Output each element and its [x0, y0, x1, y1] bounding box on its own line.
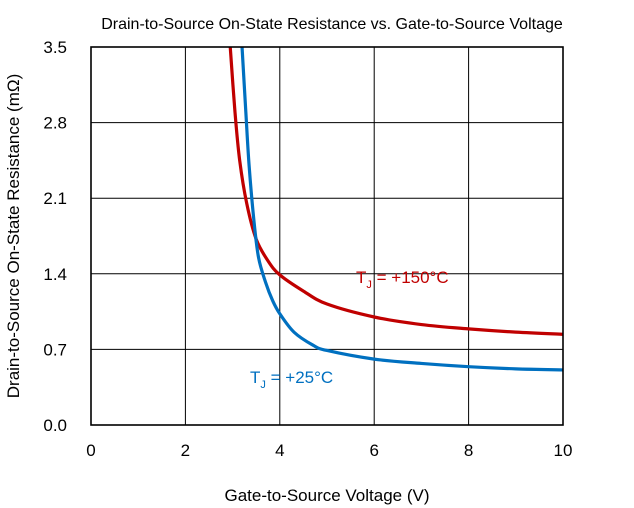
y-tick-label: 1.4 [43, 265, 67, 284]
plot-area-frame [90, 46, 564, 426]
series-lines [228, 46, 564, 372]
y-tick-label: 3.5 [43, 38, 67, 57]
x-tick-label: 8 [464, 441, 473, 460]
series-label-150c-rest: = +150°C [372, 268, 449, 287]
x-axis-label: Gate-to-Source Voltage (V) [224, 486, 429, 505]
y-tick-label: 2.1 [43, 189, 67, 208]
y-tick-label: 0.7 [43, 340, 67, 359]
y-axis-label: Drain-to-Source On-State Resistance (mΩ) [4, 74, 23, 398]
x-tick-label: 2 [181, 441, 190, 460]
chart-title: Drain-to-Source On-State Resistance vs. … [101, 16, 563, 33]
y-axis-ticks: 0.0 0.7 1.4 2.1 2.8 3.5 [43, 38, 67, 435]
series-label-150c-subscript: J [366, 279, 372, 291]
x-tick-label: 4 [275, 441, 284, 460]
x-axis-ticks: 0 2 4 6 8 10 [86, 441, 572, 460]
series-label-150c: TJ = +150°C [356, 268, 449, 291]
y-tick-label: 0.0 [43, 416, 67, 435]
series-label-25c-main: T [250, 368, 260, 387]
series-label-25c-subscript: J [260, 379, 266, 391]
x-tick-label: 0 [86, 441, 95, 460]
series-label-25c: TJ = +25°C [250, 368, 333, 391]
series-line-25c [240, 46, 564, 372]
series-label-25c-rest: = +25°C [266, 368, 333, 387]
series-label-150c-main: T [356, 268, 366, 287]
y-tick-label: 2.8 [43, 114, 67, 133]
series-line-150c [228, 46, 564, 336]
x-tick-label: 6 [369, 441, 378, 460]
x-tick-label: 10 [554, 441, 573, 460]
